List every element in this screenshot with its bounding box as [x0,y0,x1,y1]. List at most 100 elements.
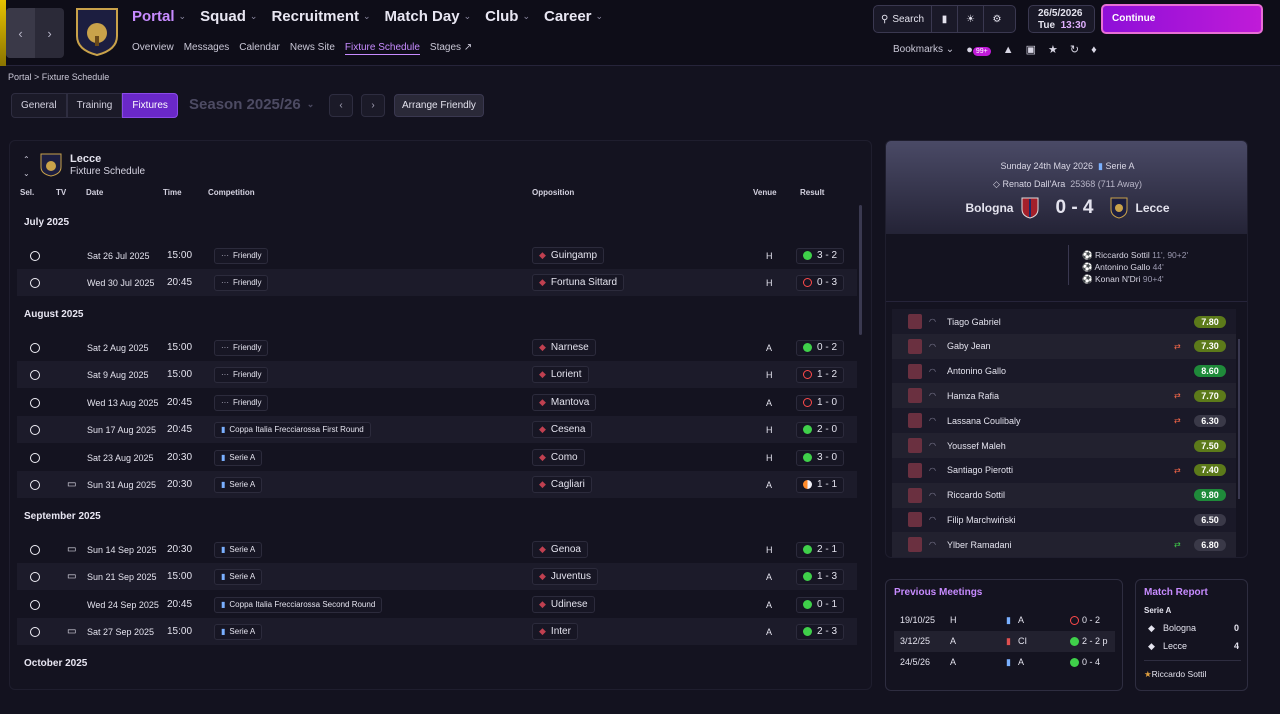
opposition-badge[interactable]: ◆ Genoa [532,541,588,558]
tactics-icon[interactable]: ★ [1048,44,1058,56]
result-badge[interactable]: 2 - 0 [796,421,845,438]
bookmark-icon[interactable]: ▮ [932,6,959,32]
opposition-badge[interactable]: ◆ Mantova [532,394,597,411]
competition-badge[interactable]: ▮ Serie A [214,541,263,558]
result-badge[interactable]: 0 - 3 [796,274,845,291]
collapse-toggle-icon[interactable]: ⌃ ⌄ [23,155,30,178]
select-radio[interactable] [30,250,40,261]
tab-training[interactable]: Training [66,93,123,118]
scrollbar[interactable] [1238,339,1240,499]
col-venue[interactable]: Venue [753,188,777,197]
continue-button[interactable]: Continue [1101,4,1263,34]
tab-fixtures[interactable]: Fixtures [122,93,178,118]
competition-badge[interactable]: ▮ Coppa Italia Frecciarossa First Round [214,421,371,438]
nav-recruitment[interactable]: Recruitment ⌄ [271,8,370,25]
nav-squad[interactable]: Squad ⌄ [200,8,257,25]
competition-badge[interactable]: ··· Friendly [214,394,269,411]
fixture-row[interactable]: Sat 2 Aug 2025 15:00 ··· Friendly ◆ Narnese A 0… [17,334,857,361]
fixture-row[interactable]: Sat 23 Aug 2025 20:30 ▮ Serie A ◆ Como H 3 - 0 [17,444,857,471]
season-select[interactable]: Season 2025/26 ⌄ [189,96,314,113]
subnav-stages[interactable]: Stages ↗ [430,42,472,55]
bookmarks-dropdown[interactable]: Bookmarks ⌄ [893,44,955,55]
fixture-row[interactable]: ▭ Sun 14 Sep 2025 20:30 ▮ Serie A ◆ Genoa H 2 - … [17,536,857,563]
notification-icon[interactable]: ● 99+ [966,44,991,56]
select-radio[interactable] [30,571,40,582]
fixture-row[interactable]: Sun 17 Aug 2025 20:45 ▮ Coppa Italia Frecci… [17,416,857,443]
select-radio[interactable] [30,342,40,353]
nav-portal[interactable]: Portal ⌄ [132,8,186,25]
competition-badge[interactable]: ··· Friendly [214,339,269,356]
back-button[interactable]: ‹ [6,8,35,58]
select-radio[interactable] [30,397,40,408]
col-result[interactable]: Result [800,188,825,197]
select-radio[interactable] [30,479,40,490]
scrollbar[interactable] [859,205,862,335]
opposition-badge[interactable]: ◆ Inter [532,623,578,640]
away-team-name[interactable]: Lecce [1135,201,1170,215]
competition-badge[interactable]: ··· Friendly [214,366,269,383]
select-radio[interactable] [30,544,40,555]
breadcrumb-root[interactable]: Portal [8,72,32,82]
refresh-icon[interactable]: ↻ [1069,44,1080,56]
select-radio[interactable] [30,599,40,610]
col-time[interactable]: Time [163,188,182,197]
opposition-badge[interactable]: ◆ Fortuna Sittard [532,274,625,291]
fixture-row[interactable]: Sat 9 Aug 2025 15:00 ··· Friendly ◆ Lorient H 1… [17,361,857,388]
game-date[interactable]: 26/5/2026 Tue 13:30 [1028,5,1095,33]
opposition-badge[interactable]: ◆ Udinese [532,596,595,613]
nav-club[interactable]: Club ⌄ [485,8,530,25]
subnav-overview[interactable]: Overview [132,42,174,53]
opposition-badge[interactable]: ◆ Guingamp [532,247,605,264]
competition-badge[interactable]: ▮ Serie A [214,476,263,493]
result-badge[interactable]: 3 - 2 [796,247,845,264]
result-badge[interactable]: 0 - 2 [796,339,845,356]
result-badge[interactable]: 1 - 3 [796,568,845,585]
result-badge[interactable]: 1 - 0 [796,394,845,411]
nav-career[interactable]: Career ⌄ [544,8,603,25]
result-badge[interactable]: 3 - 0 [796,449,845,466]
competition-badge[interactable]: ▮ Serie A [214,568,263,585]
subnav-messages[interactable]: Messages [183,42,230,53]
col-opposition[interactable]: Opposition [532,188,575,197]
result-badge[interactable]: 2 - 1 [796,541,845,558]
previous-meetings-title[interactable]: Previous Meetings [894,587,983,598]
search-button[interactable]: ⚲ Search [874,6,933,32]
player-row[interactable]: ◠ Filip Marchwiński 6.50 [892,507,1236,532]
arrange-friendly-button[interactable]: Arrange Friendly [394,94,484,117]
col-competition[interactable]: Competition [208,188,255,197]
competition-badge[interactable]: ▮ Serie A [214,623,263,640]
player-row[interactable]: ◠ Antonino Gallo 8.60 [892,359,1236,384]
result-badge[interactable]: 0 - 1 [796,596,845,613]
fixture-row[interactable]: Wed 13 Aug 2025 20:45 ··· Friendly ◆ Mantova A… [17,389,857,416]
result-badge[interactable]: 2 - 3 [796,623,845,640]
shirt-icon[interactable]: ▲ [1002,43,1014,56]
nav-match-day[interactable]: Match Day ⌄ [385,8,472,25]
select-radio[interactable] [30,277,40,288]
trophy-icon[interactable]: ♦ [1091,43,1097,56]
tab-general[interactable]: General [11,93,67,118]
gear-icon[interactable]: ⚙ [992,13,1002,25]
select-radio[interactable] [30,626,40,637]
player-row[interactable]: ◠ Hamza Rafia ⇄ 7.70 [892,383,1236,409]
fixture-row[interactable]: Wed 30 Jul 2025 20:45 ··· Friendly ◆ Fortuna … [17,269,857,296]
match-report-title[interactable]: Match Report [1144,587,1208,598]
fixture-row[interactable]: ▭ Sun 31 Aug 2025 20:30 ▮ Serie A ◆ Cagliari A 1… [17,471,857,498]
subnav-calendar[interactable]: Calendar [239,42,280,53]
previous-meeting-row[interactable]: 19/10/25 H ▮ A 0 - 2 [894,610,1115,631]
home-team-name[interactable]: Bologna [965,201,1014,215]
previous-meeting-row[interactable]: 3/12/25 A ▮ CI 2 - 2 p [894,631,1115,652]
next-season-button[interactable]: › [361,94,385,117]
opposition-badge[interactable]: ◆ Juventus [532,568,598,585]
result-badge[interactable]: 1 - 2 [796,366,845,383]
player-row[interactable]: ◠ Tiago Gabriel 7.80 [892,309,1236,334]
col-tv[interactable]: TV [56,188,67,197]
fixture-row[interactable]: ▭ Sat 27 Sep 2025 15:00 ▮ Serie A ◆ Inter A 2 - … [17,618,857,645]
opposition-badge[interactable]: ◆ Cesena [532,421,593,438]
player-row[interactable]: ◠ Santiago Pierotti ⇄ 7.40 [892,458,1236,483]
opposition-badge[interactable]: ◆ Cagliari [532,476,592,493]
competition-badge[interactable]: ··· Friendly [214,247,269,264]
player-row[interactable]: ◠ Youssef Maleh 7.50 [892,433,1236,458]
select-radio[interactable] [30,424,40,435]
club-crest-icon[interactable] [74,6,120,56]
col-date[interactable]: Date [86,188,104,197]
